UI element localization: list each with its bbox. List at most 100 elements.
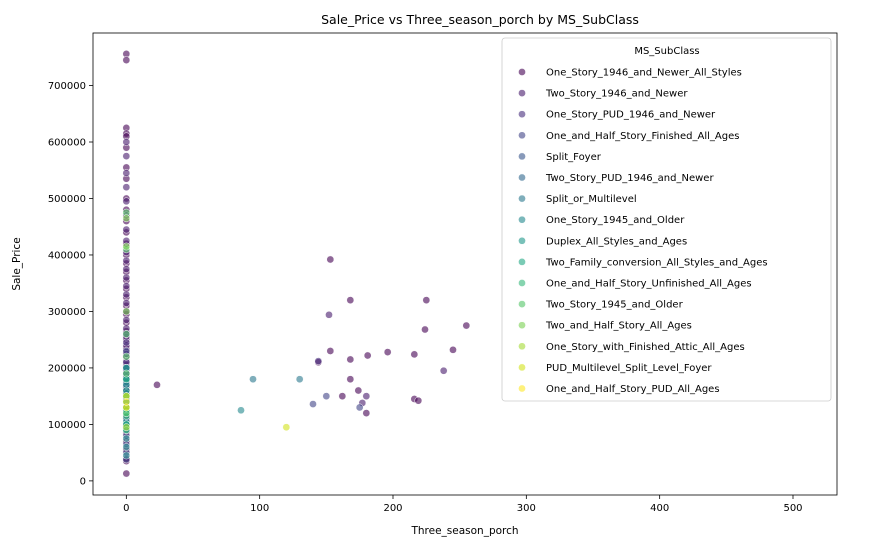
data-point — [122, 316, 131, 324]
data-point — [322, 392, 331, 401]
data-point — [122, 197, 131, 206]
legend-marker — [518, 363, 526, 372]
data-point — [122, 256, 131, 265]
chart-title: Sale_Price vs Three_season_porch by MS_S… — [321, 12, 639, 27]
legend-items: One_Story_1946_and_Newer_All_Styles Two_S… — [518, 68, 768, 395]
legend-label: One_and_Half_Story_PUD_All_Ages — [546, 384, 720, 395]
data-point — [309, 400, 317, 408]
legend-marker — [518, 68, 526, 76]
data-point — [122, 369, 131, 378]
legend-title: MS_SubClass — [634, 46, 699, 57]
legend-label: One_Story_1946_and_Newer_All_Styles — [546, 68, 742, 79]
legend-label: One_Story_1945_and_Older — [546, 215, 685, 226]
data-point — [346, 355, 355, 364]
legend-label: Two_Story_1945_and_Older — [545, 300, 684, 311]
data-point — [414, 396, 423, 405]
legend-label: Two_Family_conversion_All_Styles_and_Age… — [545, 257, 768, 268]
y-tick-label: 300000 — [48, 307, 86, 318]
legend-marker — [518, 110, 526, 119]
data-point — [462, 321, 471, 330]
y-tick-label: 600000 — [48, 138, 86, 149]
data-point — [122, 338, 131, 347]
data-point — [326, 255, 335, 264]
legend-label: Two_and_Half_Story_All_Ages — [545, 321, 692, 332]
data-point — [122, 265, 131, 273]
legend-marker — [518, 173, 526, 182]
x-tick-label: 500 — [783, 503, 802, 514]
x-axis: 0 100 200 300 400 500 — [123, 495, 803, 514]
legend-box — [501, 37, 832, 402]
legend-label: PUD_Multilevel_Split_Level_Foyer — [546, 363, 712, 374]
data-point — [355, 403, 364, 412]
y-tick-label: 700000 — [48, 81, 86, 92]
legend-marker — [518, 279, 526, 287]
data-point — [122, 451, 131, 460]
data-point — [363, 351, 372, 360]
data-point — [249, 375, 257, 384]
data-point — [326, 347, 335, 355]
legend-label: Duplex_All_Styles_and_Ages — [546, 236, 687, 247]
data-point — [421, 325, 429, 334]
data-point — [325, 310, 333, 319]
data-point — [122, 307, 131, 316]
data-point — [122, 290, 131, 299]
x-tick-label: 300 — [517, 503, 536, 514]
y-tick-label: 0 — [80, 476, 86, 487]
data-point — [338, 392, 347, 401]
plot-frame — [92, 32, 838, 496]
data-point — [122, 56, 131, 64]
legend-marker — [518, 258, 526, 266]
legend-marker — [518, 152, 526, 161]
data-point — [237, 406, 245, 415]
x-tick-label: 400 — [650, 503, 669, 514]
x-tick-label: 100 — [250, 503, 269, 514]
data-point — [439, 366, 448, 375]
y-tick-label: 100000 — [48, 420, 86, 431]
legend-marker — [518, 321, 526, 330]
y-tick-label: 500000 — [48, 194, 86, 205]
data-point — [122, 352, 131, 361]
x-axis-label: Three_season_porch — [410, 525, 518, 537]
data-point — [122, 469, 131, 478]
data-point — [122, 330, 131, 338]
data-point — [153, 381, 161, 389]
legend-label: Split_or_Multilevel — [546, 194, 637, 205]
legend-label: Two_Story_PUD_1946_and_Newer — [545, 173, 714, 184]
data-point — [122, 443, 131, 451]
data-point — [122, 183, 131, 192]
data-point — [295, 375, 304, 384]
data-point — [122, 282, 131, 290]
points-layer — [122, 50, 471, 478]
legend-marker — [518, 215, 526, 224]
data-point — [449, 345, 457, 354]
legend-label: One_and_Half_Story_Unfinished_All_Ages — [546, 279, 752, 290]
data-point — [383, 348, 392, 356]
data-point — [410, 350, 419, 359]
legend-marker — [518, 236, 526, 245]
data-point — [122, 225, 131, 234]
y-axis: 0 100000 200000 300000 400000 500000 600000 700… — [48, 81, 93, 487]
data-point — [122, 423, 131, 432]
legend: MS_SubClass One_Story_1946_and_Newer_All… — [501, 37, 832, 402]
legend-label: Two_Story_1946_and_Newer — [545, 89, 688, 100]
y-tick-label: 400000 — [48, 250, 86, 261]
data-point — [122, 299, 131, 307]
y-axis-label: Sale_Price — [11, 237, 23, 290]
data-point — [122, 242, 131, 251]
y-tick-label: 200000 — [48, 363, 86, 374]
legend-marker — [518, 194, 526, 203]
data-point — [122, 434, 131, 443]
data-point — [282, 423, 291, 432]
data-point — [362, 392, 371, 401]
x-tick-label: 200 — [383, 503, 402, 514]
legend-label: One_Story_with_Finished_Attic_All_Ages — [546, 342, 745, 353]
legend-label: One_Story_PUD_1946_and_Newer — [546, 110, 716, 121]
data-point — [422, 296, 431, 304]
data-point — [362, 409, 371, 417]
data-point — [314, 357, 323, 365]
data-point — [354, 386, 363, 395]
data-point — [122, 152, 131, 160]
data-point — [122, 397, 131, 406]
x-tick-label: 0 — [123, 503, 129, 514]
